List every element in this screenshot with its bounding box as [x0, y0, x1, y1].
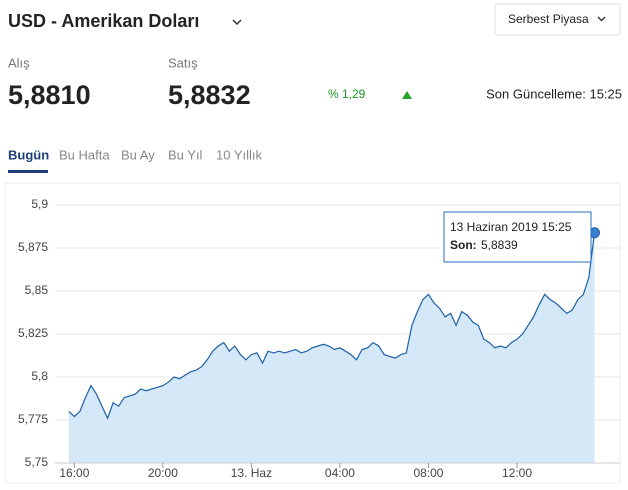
tab[interactable]: Bu Yıl [168, 147, 203, 162]
tab[interactable]: Bu Hafta [59, 147, 110, 162]
x-tick-label: 16:00 [59, 466, 89, 480]
market-dropdown[interactable] [494, 3, 621, 36]
dropdown-chevron [597, 16, 606, 22]
y-tick-label: 5,8 [31, 369, 48, 383]
y-tick-label: 5,775 [18, 412, 48, 426]
y-tick-label: 5,85 [25, 283, 49, 297]
x-tick-label: 08:00 [413, 466, 443, 480]
y-tick-label: 5,9 [31, 197, 48, 211]
y-tick-label: 5,75 [25, 455, 49, 469]
tooltip-date: 13 Haziran 2019 15:25 [450, 220, 572, 234]
buy-label: Alış [8, 55, 30, 70]
tab-underline [8, 170, 48, 173]
title: USD - Amerikan Doları [8, 11, 199, 31]
y-tick-label: 5,825 [18, 326, 48, 340]
sell-value: 5,8832 [168, 80, 251, 110]
tab[interactable]: Bu Ay [121, 147, 155, 162]
tooltip-label: Son: [450, 238, 477, 252]
market-label: Serbest Piyasa [508, 12, 589, 26]
updated: Son Güncelleme: 15:25 [486, 86, 622, 101]
title-chevron[interactable] [232, 19, 242, 26]
x-tick-label: 04:00 [325, 466, 355, 480]
tooltip-value: 5,8839 [481, 238, 518, 252]
tab[interactable]: Bugün [8, 147, 49, 162]
up-arrow [402, 91, 412, 99]
change: % 1,29 [328, 87, 366, 101]
x-tick-label: 13. Haz [231, 466, 272, 480]
tab[interactable]: 10 Yıllık [216, 147, 263, 162]
x-tick-label: 12:00 [502, 466, 532, 480]
line [68, 232, 596, 420]
buy-value: 5,8810 [8, 80, 91, 110]
x-tick-label: 20:00 [148, 466, 178, 480]
sell-label: Satış [168, 55, 198, 70]
y-tick-label: 5,875 [18, 240, 48, 254]
tooltip [443, 211, 592, 263]
